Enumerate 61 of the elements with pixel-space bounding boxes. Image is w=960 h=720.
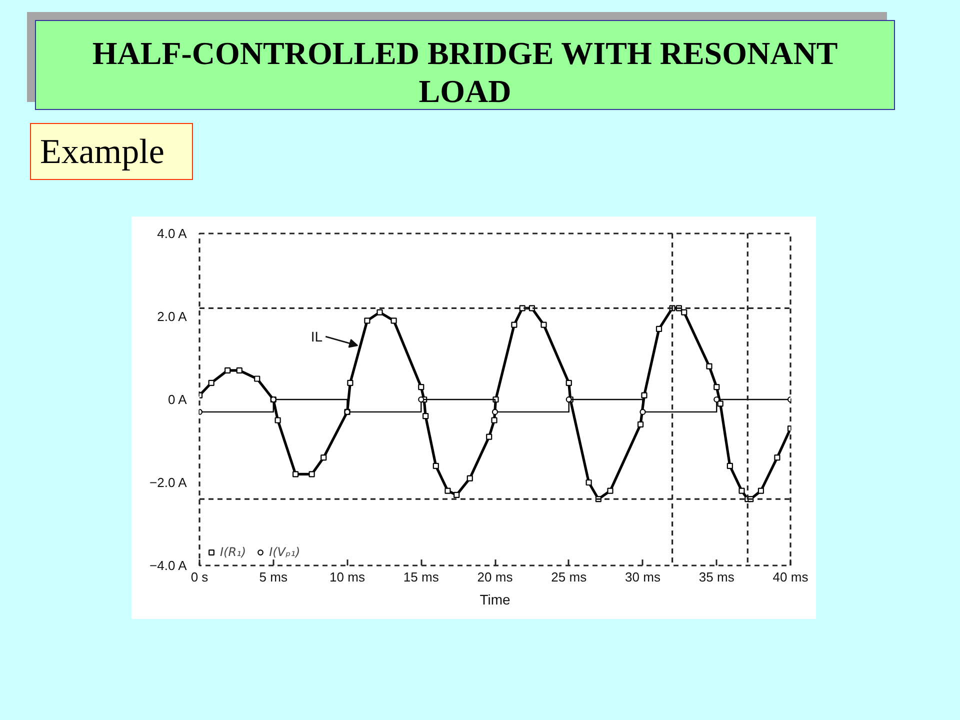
point — [641, 392, 648, 398]
point — [492, 408, 498, 415]
point — [454, 492, 460, 498]
x-tick-label: 35 ms — [698, 570, 735, 584]
point — [637, 421, 644, 428]
point — [486, 434, 492, 440]
point — [320, 454, 327, 461]
point — [511, 322, 518, 328]
y-tick-label: 4.0 A — [157, 226, 188, 241]
annotation: IL — [310, 328, 323, 345]
x-tick-label: 10 ms — [330, 570, 366, 584]
point — [422, 413, 429, 420]
point — [640, 408, 646, 415]
legend-label: I(Vₚ₁) — [269, 545, 300, 559]
x-tick-label: 0 s — [190, 570, 209, 584]
x-tick-label: 30 ms — [625, 570, 661, 584]
x-tick-label: 20 ms — [477, 570, 514, 584]
x-axis-title: Time — [480, 592, 511, 608]
point — [656, 326, 662, 332]
point — [390, 318, 397, 324]
point — [491, 417, 498, 424]
point — [706, 363, 712, 370]
point — [236, 367, 242, 374]
chart-title: HALF-CONTROLLED BRIDGE WITH RESONANT LOAD — [35, 20, 895, 110]
point — [418, 384, 424, 390]
point — [714, 396, 720, 403]
y-tick-label: 2.0 A — [157, 309, 188, 324]
x-tick-label: 15 ms — [403, 570, 440, 584]
point — [607, 488, 614, 494]
point — [540, 322, 547, 328]
legend-label: I(R₁) — [220, 545, 246, 559]
point — [376, 309, 383, 316]
x-tick-label: 5 ms — [259, 570, 288, 584]
point — [432, 462, 439, 469]
x-tick-label: 25 ms — [551, 570, 588, 584]
point — [717, 400, 724, 407]
point — [208, 380, 214, 386]
point — [292, 471, 299, 478]
point — [418, 396, 424, 403]
point — [466, 475, 473, 482]
chart-subtitle: Example — [30, 123, 193, 180]
point — [519, 305, 526, 312]
point — [364, 318, 370, 324]
point — [566, 380, 572, 386]
point — [444, 488, 451, 494]
point — [758, 488, 764, 494]
point — [774, 454, 780, 461]
point — [586, 479, 592, 486]
y-tick-label: −4.0 A — [150, 558, 188, 573]
point — [347, 380, 354, 386]
point — [681, 309, 688, 316]
point — [274, 417, 281, 424]
point — [738, 488, 745, 494]
y-tick-label: −2.0 A — [150, 475, 188, 490]
point — [308, 471, 315, 478]
point — [726, 462, 733, 469]
point — [714, 384, 720, 390]
point — [254, 376, 260, 382]
x-tick-label: 40 ms — [772, 570, 809, 584]
y-tick-label: 0 A — [168, 392, 188, 407]
point — [224, 367, 231, 374]
